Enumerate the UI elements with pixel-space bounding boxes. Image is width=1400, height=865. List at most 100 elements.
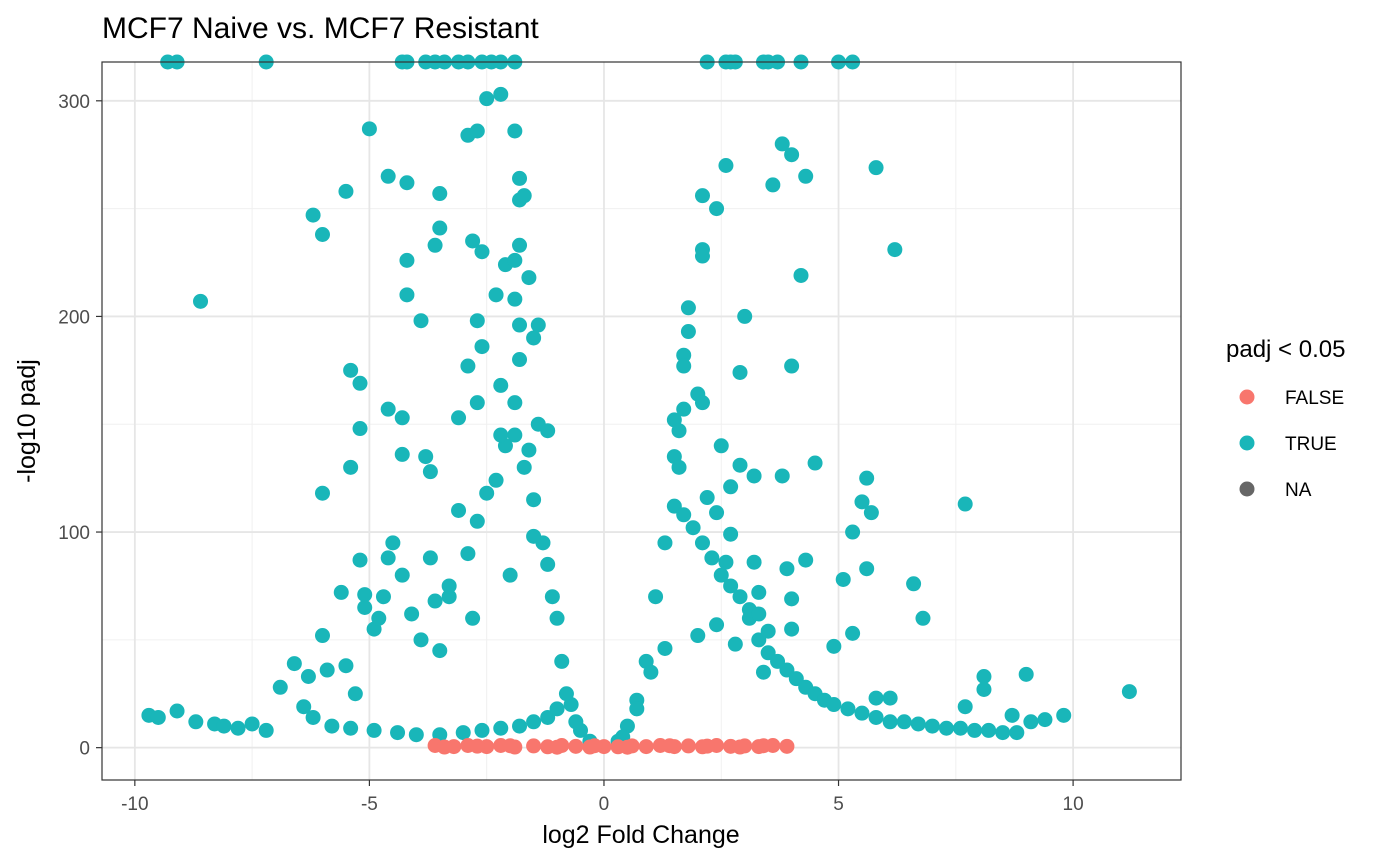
data-point-true — [361, 121, 377, 137]
y-tick-label: 300 — [58, 92, 90, 113]
data-point-true — [924, 718, 940, 734]
data-point-true — [526, 492, 542, 508]
data-point-true — [713, 567, 729, 583]
data-point-true — [629, 701, 645, 717]
data-point-true — [784, 591, 800, 607]
data-point-true — [399, 175, 415, 191]
data-point-true — [694, 188, 710, 204]
data-point-true — [671, 459, 687, 475]
data-point-true — [422, 464, 438, 480]
y-axis-label: -log10 padj — [13, 359, 41, 483]
data-point-true — [352, 552, 368, 568]
data-point-true — [343, 459, 359, 475]
data-point-false — [526, 738, 542, 754]
data-point-true — [169, 703, 185, 719]
data-point-true — [474, 722, 490, 738]
data-point-true — [385, 535, 401, 551]
data-point-true — [343, 362, 359, 378]
data-point-true — [343, 720, 359, 736]
data-point-true — [399, 287, 415, 303]
data-point-true — [286, 656, 302, 672]
data-point-true — [887, 242, 903, 258]
y-tick-label: 0 — [79, 739, 90, 760]
data-point-true — [399, 252, 415, 268]
data-point-true — [507, 427, 523, 443]
data-point-true — [723, 526, 739, 542]
data-point-true — [709, 505, 725, 521]
data-point-true — [732, 364, 748, 380]
data-point-true — [371, 610, 387, 626]
data-point-true — [469, 513, 485, 529]
data-point-true — [375, 589, 391, 605]
data-point-true — [404, 606, 420, 622]
x-tick-label: 5 — [833, 794, 844, 815]
y-axis: 0 100 200 300 — [58, 92, 102, 760]
data-point-true — [784, 147, 800, 163]
data-point-true — [338, 658, 354, 674]
data-point-true — [868, 709, 884, 725]
data-point-true — [1023, 714, 1039, 730]
data-point-true — [713, 438, 729, 454]
data-point-true — [906, 576, 922, 592]
x-tick-label: -5 — [361, 794, 378, 815]
data-point-true — [366, 722, 382, 738]
data-point-true — [694, 535, 710, 551]
data-point-true — [432, 186, 448, 202]
data-point-true — [732, 457, 748, 473]
major-grid — [102, 62, 1181, 780]
data-point-true — [859, 470, 875, 486]
data-point-true — [685, 520, 701, 536]
data-point-true — [427, 237, 443, 253]
data-point-true — [1009, 725, 1025, 741]
data-point-true — [455, 725, 471, 741]
data-point-true — [540, 556, 556, 572]
data-point-true — [798, 168, 814, 184]
data-point-true — [357, 587, 373, 603]
data-point-true — [676, 347, 692, 363]
data-point-true — [512, 170, 528, 186]
data-point-true — [460, 546, 476, 562]
data-point-true — [544, 589, 560, 605]
data-point-true — [751, 584, 767, 600]
x-axis: -10 -5 0 5 10 — [121, 780, 1084, 815]
data-point-true — [568, 714, 584, 730]
data-point-true — [474, 244, 490, 260]
data-point-true — [793, 267, 809, 283]
data-point-true — [394, 410, 410, 426]
data-point-true — [868, 160, 884, 176]
data-point-true — [938, 720, 954, 736]
data-point-true — [469, 313, 485, 329]
data-point-true — [493, 427, 509, 443]
data-point-false — [779, 738, 795, 754]
data-point-true — [755, 664, 771, 680]
data-point-true — [953, 720, 969, 736]
data-point-true — [512, 317, 528, 333]
data-point-true — [305, 709, 321, 725]
x-tick-label: 0 — [599, 794, 610, 815]
data-point-true — [1018, 666, 1034, 682]
data-point-true — [807, 455, 823, 471]
data-point-true — [549, 610, 565, 626]
data-point-false — [549, 739, 565, 755]
data-point-true — [732, 589, 748, 605]
data-point-false — [502, 738, 518, 754]
data-point-true — [507, 123, 523, 139]
data-point-false — [436, 739, 452, 755]
data-point-true — [657, 640, 673, 656]
data-point-true — [352, 375, 368, 391]
data-point-true — [859, 561, 875, 577]
data-point-true — [774, 136, 790, 152]
data-point-true — [357, 600, 373, 616]
data-point-true — [319, 662, 335, 678]
data-point-true — [863, 505, 879, 521]
data-point-true — [333, 584, 349, 600]
data-point-true — [845, 524, 861, 540]
data-point-true — [507, 291, 523, 307]
data-point-true — [718, 554, 734, 570]
data-point-true — [854, 494, 870, 510]
data-point-true — [418, 449, 434, 465]
legend-label-na: NA — [1285, 480, 1312, 501]
data-point-true — [300, 669, 316, 685]
data-point-true — [910, 716, 926, 732]
